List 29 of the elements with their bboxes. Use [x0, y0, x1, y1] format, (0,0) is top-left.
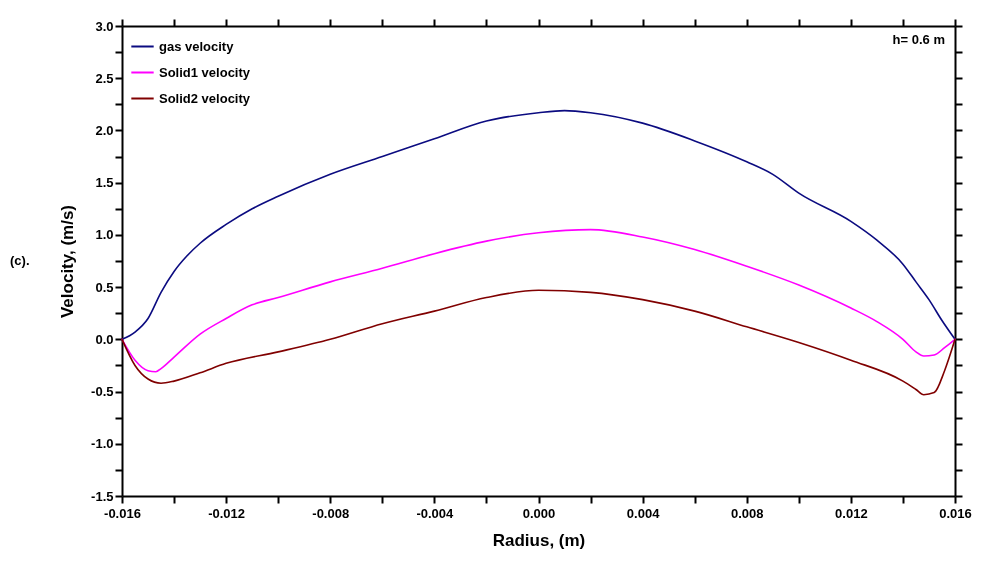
y-tick-label: -1.5: [91, 488, 114, 504]
y-tick-label: 1.0: [95, 227, 114, 243]
legend-label: Solid1 velocity: [159, 64, 251, 80]
legend-label: Solid2 velocity: [159, 90, 251, 106]
x-tick-label: -0.012: [208, 505, 246, 521]
text: (c).: [10, 253, 30, 268]
line-series: [121, 109, 956, 341]
x-tick-label: 0.008: [730, 505, 764, 521]
annotation: h= 0.6 m: [892, 32, 945, 47]
x-tick-label: 0.000: [522, 505, 556, 521]
x-tick-label: -0.016: [104, 505, 141, 521]
y-tick-label: 1.5: [95, 175, 114, 191]
y-tick-label: -1.0: [91, 436, 114, 452]
y-tick-label: 0.0: [95, 331, 114, 347]
x-tick-label: 0.016: [939, 505, 972, 521]
line-series: [121, 289, 956, 396]
x-tick-label: 0.004: [626, 505, 661, 521]
legend-label: gas velocity: [159, 38, 235, 54]
y-tick-label: 2.5: [95, 70, 114, 86]
x-axis-title: Radius, (m): [492, 530, 586, 550]
x-tick-label: 0.012: [835, 505, 868, 521]
x-tick-label: -0.004: [416, 505, 455, 521]
y-tick-label: 0.5: [95, 279, 114, 295]
y-tick-label: 3.0: [95, 18, 114, 34]
y-tick-label: 2.0: [95, 122, 114, 138]
line-series: [121, 228, 956, 373]
y-axis-title: Velocity, (m/s): [58, 204, 78, 319]
x-tick-label: -0.008: [312, 505, 350, 521]
y-tick-label: -0.5: [91, 384, 114, 400]
